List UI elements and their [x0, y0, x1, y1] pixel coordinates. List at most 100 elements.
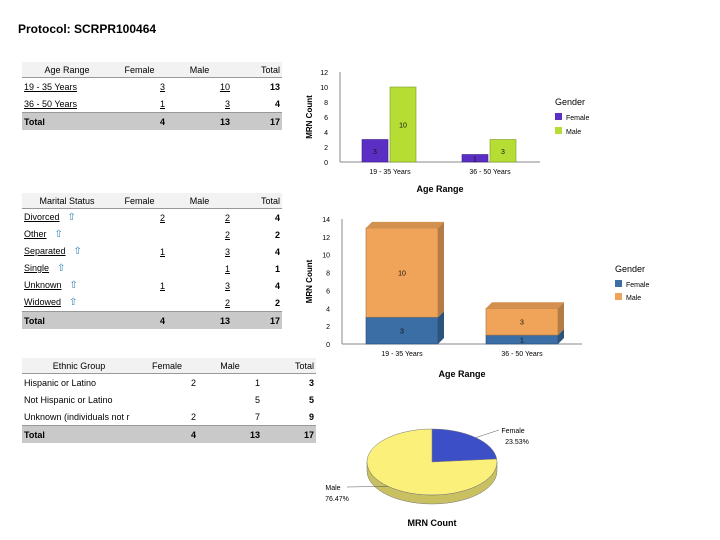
- pie-label-name: Female: [501, 428, 524, 435]
- male-count-link[interactable]: 10: [219, 81, 230, 92]
- female-count-link[interactable]: 1: [159, 98, 165, 109]
- male-count-link[interactable]: 2: [224, 229, 230, 240]
- row-total: 5: [308, 394, 314, 405]
- drill-down-arrow-icon[interactable]: ⇧: [54, 229, 63, 240]
- female-count-link[interactable]: [112, 226, 167, 243]
- legend-title: Gender: [555, 97, 585, 107]
- column-header: Female: [112, 193, 167, 209]
- x-tick-label: 19 - 35 Years: [381, 351, 423, 358]
- y-tick-label: 2: [324, 145, 328, 152]
- marital-status-link[interactable]: Divorced: [24, 212, 60, 222]
- total-row: Total 4 13 17: [22, 112, 282, 130]
- marital-status-link[interactable]: Unknown: [24, 280, 62, 290]
- row-total: 3: [308, 377, 314, 388]
- pie-label-percent: 23.53%: [505, 439, 529, 446]
- drill-down-arrow-icon[interactable]: ⇧: [69, 280, 78, 291]
- gender-pie-chart: Female 23.53% Male 76.47% MRN Count: [325, 428, 529, 528]
- total-label: Total: [22, 311, 112, 329]
- drill-down-arrow-icon[interactable]: ⇧: [57, 263, 66, 274]
- legend-label: Female: [626, 282, 649, 289]
- table-row: Unknown (individuals not r 2 7 9: [22, 408, 316, 426]
- table-row: Separated ⇧ 1 3 4: [22, 243, 282, 260]
- pie-slice-female: [431, 428, 498, 463]
- column-header: Male: [167, 62, 232, 78]
- table-row: Divorced ⇧ 2 2 4: [22, 209, 282, 227]
- male-count-link[interactable]: 3: [224, 280, 230, 291]
- age-range-link[interactable]: 36 - 50 Years: [24, 98, 78, 109]
- row-total: 4: [274, 98, 280, 109]
- marital-status-link[interactable]: Widowed: [24, 297, 62, 307]
- male-count: 1: [254, 377, 260, 388]
- marital-status-link[interactable]: Other: [24, 229, 47, 239]
- marital-status-table: Marital Status Female Male Total Divorce…: [22, 193, 282, 329]
- female-count-link[interactable]: 3: [159, 81, 165, 92]
- grand-total: 17: [232, 112, 282, 130]
- marital-status-link[interactable]: Separated: [24, 246, 66, 256]
- female-count-link[interactable]: 1: [159, 280, 165, 291]
- ethnic-group-label: Unknown (individuals not r: [24, 411, 130, 422]
- ethnic-group-table: Ethnic Group Female Male Total Hispanic …: [22, 358, 316, 443]
- male-count-link[interactable]: 3: [224, 98, 230, 109]
- female-count-link[interactable]: [112, 260, 167, 277]
- table-row: Other ⇧ 2 2: [22, 226, 282, 243]
- y-tick-label: 14: [322, 217, 330, 224]
- y-tick-label: 8: [324, 100, 328, 107]
- x-axis-title: Age Range: [438, 369, 485, 379]
- pie-label-name: Male: [325, 485, 340, 492]
- y-tick-label: 6: [324, 115, 328, 122]
- column-header: Male: [167, 193, 232, 209]
- y-tick-label: 6: [326, 288, 330, 295]
- male-count-link[interactable]: 3: [224, 246, 230, 257]
- column-header: Total: [262, 358, 316, 374]
- bar-value-label: 3: [501, 149, 505, 156]
- row-total: 2: [274, 229, 280, 240]
- marital-status-link[interactable]: Single: [24, 263, 50, 273]
- bar-male: [389, 86, 417, 163]
- y-tick-label: 12: [320, 70, 328, 77]
- column-header: Female: [112, 62, 167, 78]
- y-tick-label: 4: [326, 306, 330, 313]
- male-total: 13: [167, 112, 232, 130]
- column-header: Male: [198, 358, 262, 374]
- male-count-link[interactable]: 2: [224, 212, 230, 223]
- table-row: Unknown ⇧ 1 3 4: [22, 277, 282, 294]
- total-row: Total 4 13 17: [22, 425, 316, 443]
- female-count: 2: [190, 411, 196, 422]
- age-gender-grouped-bar-chart: 0 2 4 6 8 10 12 MRN Count 19 - 35 Years 3 10 36 - 5…: [305, 70, 589, 194]
- bar-male: [489, 139, 517, 163]
- y-tick-label: 8: [326, 271, 330, 278]
- pie-leader-line: [346, 486, 389, 488]
- legend-label: Female: [566, 115, 589, 122]
- y-tick-label: 2: [326, 324, 330, 331]
- bar-value-label: 1: [520, 338, 524, 345]
- bar-value-label: 3: [400, 329, 404, 336]
- row-total: 1: [274, 263, 280, 274]
- grand-total: 17: [232, 311, 282, 329]
- drill-down-arrow-icon[interactable]: ⇧: [73, 246, 82, 257]
- x-tick-label: 36 - 50 Years: [469, 169, 511, 176]
- bar-value-label: 3: [373, 149, 377, 156]
- pie-leader-line: [475, 429, 500, 438]
- y-tick-label: 0: [326, 342, 330, 349]
- male-count-link[interactable]: 2: [224, 297, 230, 308]
- y-tick-label: 0: [324, 160, 328, 167]
- y-axis-title: MRN Count: [305, 259, 314, 303]
- row-total: 9: [308, 411, 314, 422]
- drill-down-arrow-icon[interactable]: ⇧: [67, 212, 76, 223]
- column-header: Total: [232, 62, 282, 78]
- male-count-link[interactable]: 1: [224, 263, 230, 274]
- row-total: 4: [274, 212, 280, 223]
- x-tick-label: 19 - 35 Years: [369, 169, 411, 176]
- female-count-link[interactable]: [112, 294, 167, 312]
- female-total: 4: [112, 311, 167, 329]
- male-total: 13: [198, 425, 262, 443]
- drill-down-arrow-icon[interactable]: ⇧: [69, 297, 78, 308]
- female-count-link[interactable]: 1: [159, 246, 165, 257]
- age-range-link[interactable]: 19 - 35 Years: [24, 81, 78, 92]
- y-tick-label: 12: [322, 235, 330, 242]
- female-count-link[interactable]: 2: [159, 212, 165, 223]
- legend-swatch-female: [555, 113, 562, 120]
- row-total: 4: [274, 280, 280, 291]
- column-header: Age Range: [22, 62, 112, 78]
- pie-slice-male: [366, 428, 498, 496]
